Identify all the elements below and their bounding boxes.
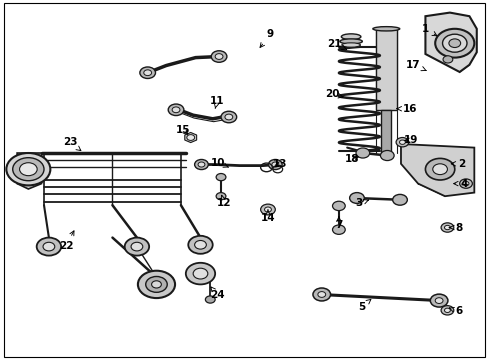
Circle shape <box>211 51 226 62</box>
Circle shape <box>43 242 55 251</box>
Text: 4: 4 <box>453 179 468 189</box>
Text: 12: 12 <box>216 195 231 208</box>
Circle shape <box>216 193 225 200</box>
Polygon shape <box>425 13 476 72</box>
Ellipse shape <box>372 27 399 31</box>
Circle shape <box>459 179 471 188</box>
Text: 5: 5 <box>358 300 370 312</box>
Circle shape <box>425 158 454 180</box>
Circle shape <box>429 294 447 307</box>
Text: 6: 6 <box>448 306 461 316</box>
Ellipse shape <box>341 43 360 47</box>
Circle shape <box>462 181 468 186</box>
Circle shape <box>392 194 407 205</box>
Circle shape <box>143 70 151 76</box>
Circle shape <box>6 153 50 185</box>
Circle shape <box>399 140 405 144</box>
Text: 8: 8 <box>448 222 461 233</box>
Circle shape <box>131 242 142 251</box>
Circle shape <box>194 240 206 249</box>
Circle shape <box>434 29 473 58</box>
Text: 23: 23 <box>62 137 81 150</box>
Circle shape <box>260 204 275 215</box>
Circle shape <box>20 163 37 176</box>
Text: 3: 3 <box>355 198 368 208</box>
Circle shape <box>264 207 271 212</box>
Ellipse shape <box>339 39 362 44</box>
Polygon shape <box>184 132 196 143</box>
Ellipse shape <box>341 34 360 40</box>
Text: 19: 19 <box>403 135 417 145</box>
Text: 17: 17 <box>405 60 425 71</box>
Circle shape <box>124 238 149 256</box>
Text: 18: 18 <box>344 154 359 164</box>
Text: 1: 1 <box>421 24 436 36</box>
Circle shape <box>221 111 236 123</box>
Circle shape <box>380 150 393 161</box>
Text: 7: 7 <box>334 217 342 230</box>
Circle shape <box>194 159 208 170</box>
Circle shape <box>349 193 364 203</box>
Text: 24: 24 <box>210 287 224 300</box>
Circle shape <box>188 236 212 254</box>
Circle shape <box>434 298 442 303</box>
Circle shape <box>432 164 447 175</box>
Circle shape <box>332 201 345 211</box>
Circle shape <box>140 67 155 78</box>
Circle shape <box>355 148 369 158</box>
Text: 11: 11 <box>209 96 224 109</box>
Text: 15: 15 <box>176 125 190 135</box>
Text: 14: 14 <box>260 210 275 223</box>
Text: 20: 20 <box>325 89 342 99</box>
Circle shape <box>442 34 466 52</box>
Circle shape <box>198 162 204 167</box>
Text: 16: 16 <box>396 104 416 114</box>
Circle shape <box>332 225 345 234</box>
Circle shape <box>317 292 325 297</box>
Circle shape <box>145 276 167 292</box>
Circle shape <box>442 56 452 63</box>
Text: 2: 2 <box>450 159 465 169</box>
Circle shape <box>185 263 215 284</box>
Circle shape <box>224 114 232 120</box>
Circle shape <box>215 54 223 59</box>
Circle shape <box>138 271 175 298</box>
Circle shape <box>193 268 207 279</box>
Text: 13: 13 <box>272 159 287 169</box>
Circle shape <box>37 238 61 256</box>
Circle shape <box>444 308 449 312</box>
Circle shape <box>268 159 282 170</box>
Circle shape <box>13 158 44 181</box>
Circle shape <box>395 138 408 147</box>
Text: 21: 21 <box>326 39 346 50</box>
Circle shape <box>172 107 180 113</box>
Circle shape <box>271 162 278 167</box>
Circle shape <box>168 104 183 116</box>
Text: 9: 9 <box>260 29 273 48</box>
Circle shape <box>448 39 460 48</box>
Polygon shape <box>17 153 41 189</box>
Text: 22: 22 <box>59 231 74 251</box>
Text: 10: 10 <box>210 158 228 168</box>
Circle shape <box>312 288 330 301</box>
Polygon shape <box>400 144 473 196</box>
Polygon shape <box>375 29 396 110</box>
Circle shape <box>151 281 161 288</box>
Circle shape <box>216 174 225 181</box>
Circle shape <box>205 296 215 303</box>
Polygon shape <box>381 110 390 153</box>
Circle shape <box>440 306 453 315</box>
Circle shape <box>444 225 449 230</box>
Circle shape <box>440 223 453 232</box>
Circle shape <box>186 135 194 140</box>
